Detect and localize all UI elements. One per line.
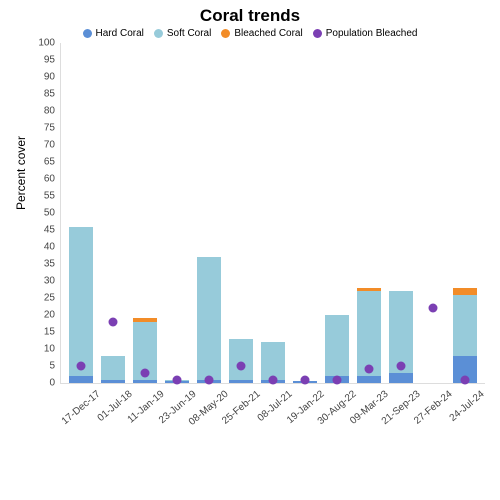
bar-slot — [98, 43, 128, 383]
bar-slot — [450, 43, 480, 383]
bar-stack — [325, 315, 349, 383]
x-tick-label: 08-Jul-21 — [265, 383, 288, 402]
bar-slot — [226, 43, 256, 383]
population-point — [173, 375, 182, 384]
bars-layer — [61, 43, 485, 383]
y-tick-label: 55 — [44, 191, 61, 202]
bar-segment-hard — [133, 380, 157, 383]
y-tick-label: 30 — [44, 276, 61, 287]
bar-stack — [69, 227, 93, 383]
x-tick-label: 09-Mar-23 — [361, 383, 384, 402]
population-point — [269, 375, 278, 384]
legend-item: Population Bleached — [313, 28, 418, 39]
bar-stack — [453, 288, 477, 383]
y-tick-label: 90 — [44, 72, 61, 83]
bar-segment-bleached — [453, 288, 477, 295]
y-tick-label: 50 — [44, 208, 61, 219]
y-tick-label: 5 — [49, 361, 61, 372]
population-point — [109, 317, 118, 326]
y-tick-label: 95 — [44, 55, 61, 66]
legend-marker-icon — [221, 29, 230, 38]
bar-slot — [194, 43, 224, 383]
bar-segment-soft — [69, 227, 93, 377]
y-axis-label: Percent cover — [14, 136, 28, 210]
y-tick-label: 25 — [44, 293, 61, 304]
y-tick-label: 70 — [44, 140, 61, 151]
x-tick-label: 27-Feb-24 — [425, 383, 448, 402]
bar-slot — [162, 43, 192, 383]
population-point — [205, 375, 214, 384]
bar-slot — [66, 43, 96, 383]
y-tick-label: 10 — [44, 344, 61, 355]
bar-segment-soft — [453, 295, 477, 356]
bar-stack — [197, 257, 221, 383]
bar-segment-hard — [229, 380, 253, 383]
coral-trends-chart: Coral trends Hard Coral Soft Coral Bleache… — [0, 0, 500, 500]
bar-segment-soft — [261, 342, 285, 379]
y-tick-label: 45 — [44, 225, 61, 236]
population-point — [237, 362, 246, 371]
legend-marker-icon — [83, 29, 92, 38]
legend-marker-icon — [313, 29, 322, 38]
legend-item: Soft Coral — [154, 28, 211, 39]
bar-slot — [322, 43, 352, 383]
y-tick-label: 100 — [38, 38, 61, 49]
y-tick-label: 15 — [44, 327, 61, 338]
bar-slot — [418, 43, 448, 383]
bar-segment-soft — [197, 257, 221, 379]
legend-item: Hard Coral — [83, 28, 144, 39]
y-tick-label: 20 — [44, 310, 61, 321]
y-tick-label: 65 — [44, 157, 61, 168]
bar-segment-soft — [229, 339, 253, 380]
y-tick-label: 35 — [44, 259, 61, 270]
plot-area: 17-Dec-1701-Jul-1811-Jan-1923-Jun-1908-M… — [60, 43, 485, 384]
x-tick-label: 17-Dec-17 — [73, 383, 96, 402]
bar-segment-soft — [325, 315, 349, 376]
bar-segment-hard — [69, 376, 93, 383]
population-point — [141, 368, 150, 377]
bar-slot — [386, 43, 416, 383]
population-point — [461, 375, 470, 384]
y-tick-label: 75 — [44, 123, 61, 134]
bar-slot — [130, 43, 160, 383]
bar-slot — [290, 43, 320, 383]
y-tick-label: 60 — [44, 174, 61, 185]
population-point — [429, 304, 438, 313]
y-tick-label: 85 — [44, 89, 61, 100]
population-point — [77, 362, 86, 371]
bar-segment-hard — [389, 373, 413, 383]
bar-slot — [258, 43, 288, 383]
x-tick-label: 01-Jul-18 — [105, 383, 128, 402]
legend-item: Bleached Coral — [221, 28, 302, 39]
bar-slot — [354, 43, 384, 383]
legend-marker-icon — [154, 29, 163, 38]
x-tick-label: 11-Jan-19 — [137, 383, 160, 402]
y-tick-label: 80 — [44, 106, 61, 117]
x-tick-label: 08-May-20 — [201, 383, 224, 402]
x-tick-label: 19-Jan-22 — [297, 383, 320, 402]
x-tick-label: 21-Sep-23 — [393, 383, 416, 402]
legend-label: Hard Coral — [96, 28, 144, 39]
x-tick-label: 23-Jun-19 — [169, 383, 192, 402]
legend-label: Bleached Coral — [234, 28, 302, 39]
chart-title: Coral trends — [0, 0, 500, 28]
bar-segment-soft — [357, 291, 381, 376]
population-point — [397, 362, 406, 371]
population-point — [301, 375, 310, 384]
bar-segment-soft — [101, 356, 125, 380]
legend-label: Population Bleached — [326, 28, 418, 39]
bar-stack — [101, 356, 125, 383]
population-point — [365, 365, 374, 374]
y-tick-label: 40 — [44, 242, 61, 253]
y-tick-label: 0 — [49, 378, 61, 389]
x-tick-label: 30-Aug-22 — [329, 383, 352, 402]
legend: Hard Coral Soft Coral Bleached Coral Popula… — [0, 28, 500, 43]
population-point — [333, 375, 342, 384]
x-tick-label: 24-Jul-24 — [457, 383, 480, 402]
bar-segment-hard — [101, 380, 125, 383]
x-tick-label: 25-Feb-21 — [233, 383, 256, 402]
legend-label: Soft Coral — [167, 28, 211, 39]
bar-segment-hard — [357, 376, 381, 383]
